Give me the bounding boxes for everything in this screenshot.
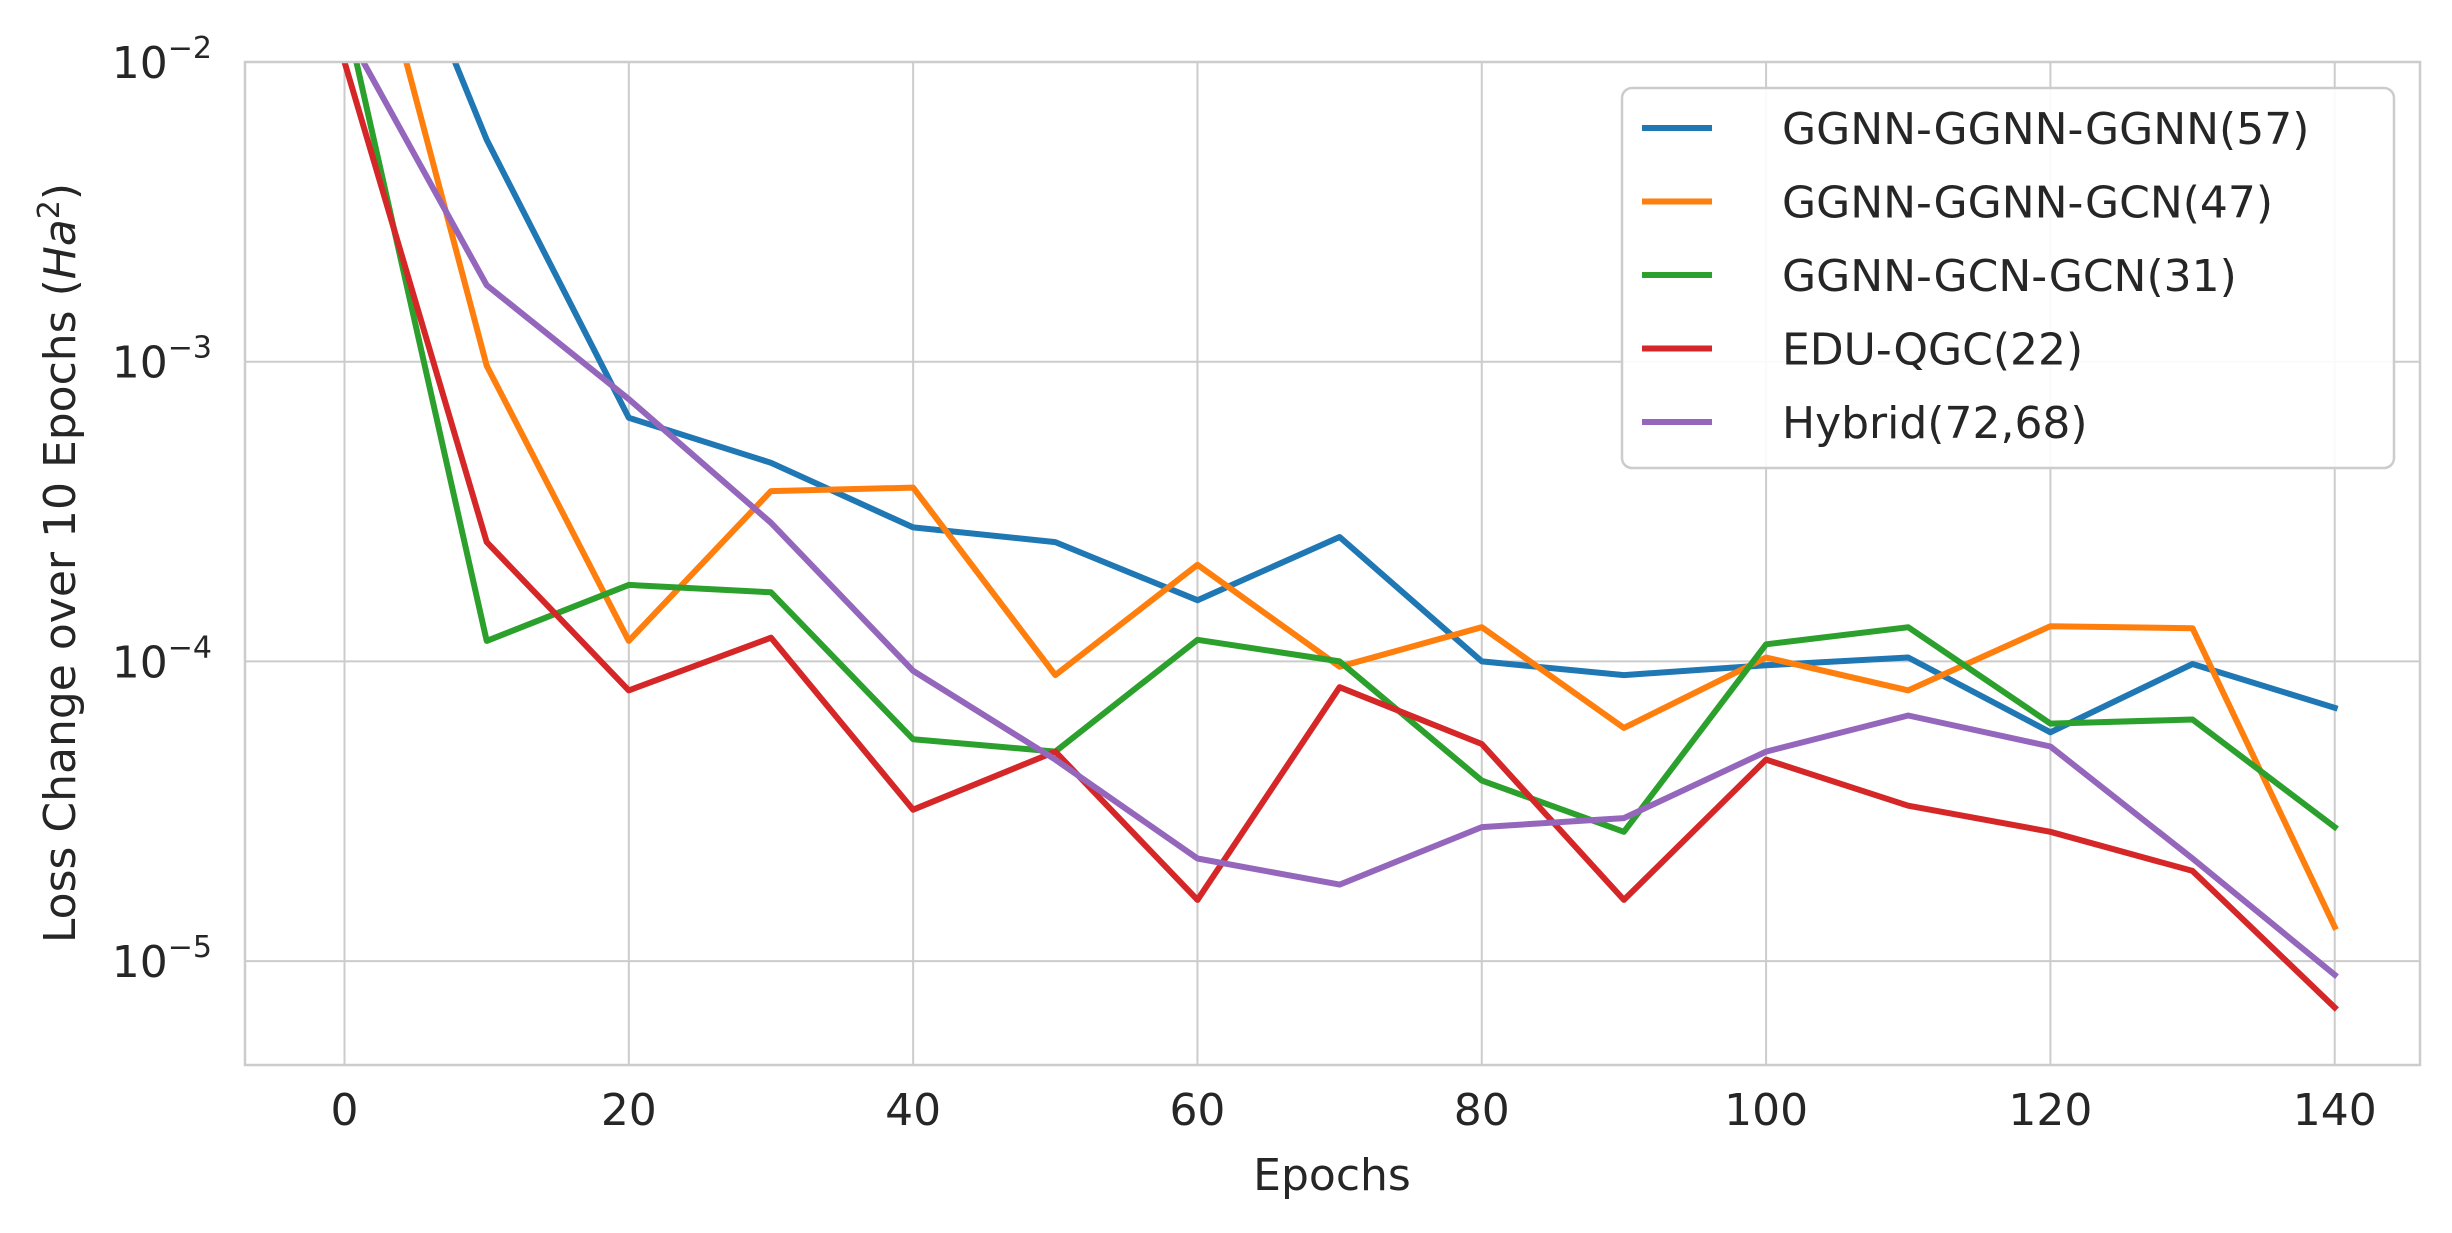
y-tick-exponent: −5 xyxy=(168,930,212,965)
x-tick-label: 140 xyxy=(2293,1085,2377,1136)
legend-label: Hybrid(72,68) xyxy=(1782,398,2088,449)
y-tick-exponent: −2 xyxy=(168,31,212,66)
series-line xyxy=(451,62,2339,736)
legend-label: GGNN-GGNN-GCN(47) xyxy=(1782,178,2273,229)
x-tick-label: 0 xyxy=(331,1085,359,1136)
y-tick-labels: 10−210−310−410−5 xyxy=(112,31,212,988)
legend: GGNN-GGNN-GGNN(57) GGNN-GGNN-GCN(47) GGNN-… xyxy=(1620,86,2396,470)
legend-label: GGNN-GGNN-GGNN(57) xyxy=(1782,104,2309,155)
x-tick-label: 100 xyxy=(1724,1085,1808,1136)
y-tick-label: 10−5 xyxy=(112,930,212,988)
plot-frame xyxy=(243,60,2422,1067)
y-tick-base: 10 xyxy=(112,937,168,988)
legend-label: GGNN-GCN-GCN(31) xyxy=(1782,251,2237,302)
y-tick-base: 10 xyxy=(112,38,168,89)
x-tick-label: 20 xyxy=(601,1085,657,1136)
x-tick-label: 40 xyxy=(885,1085,941,1136)
y-tick-label: 10−2 xyxy=(112,31,212,89)
y-tick-exponent: −3 xyxy=(168,331,212,366)
y-axis-label-exp: 2 xyxy=(32,200,67,219)
legend-label: EDU-QGC(22) xyxy=(1782,325,2083,376)
y-tick-exponent: −4 xyxy=(168,630,212,665)
x-tick-label: 60 xyxy=(1169,1085,1225,1136)
y-tick-label: 10−4 xyxy=(112,630,212,688)
series-line xyxy=(359,62,2339,980)
legend-box xyxy=(1620,86,2396,470)
y-axis-label-suffix: ) xyxy=(35,183,86,200)
series-line xyxy=(341,62,2339,1012)
y-axis-label-prefix: Loss Change over 10 Epochs ( xyxy=(35,279,86,943)
x-axis-label: Epochs xyxy=(1253,1150,1411,1201)
y-tick-base: 10 xyxy=(112,338,168,389)
series-line xyxy=(403,62,2339,931)
y-tick-label: 10−3 xyxy=(112,331,212,389)
x-tick-label: 80 xyxy=(1454,1085,1510,1136)
series-layer xyxy=(341,62,2339,1012)
series-line xyxy=(353,62,2339,835)
x-tick-labels: 0 20 40 60 80 100 120 140 xyxy=(331,1085,2377,1136)
y-axis-label-var: Ha xyxy=(35,219,86,279)
x-tick-label: 120 xyxy=(2008,1085,2092,1136)
y-axis-label: Loss Change over 10 Epochs (Ha2) xyxy=(32,183,86,943)
y-tick-base: 10 xyxy=(112,637,168,688)
